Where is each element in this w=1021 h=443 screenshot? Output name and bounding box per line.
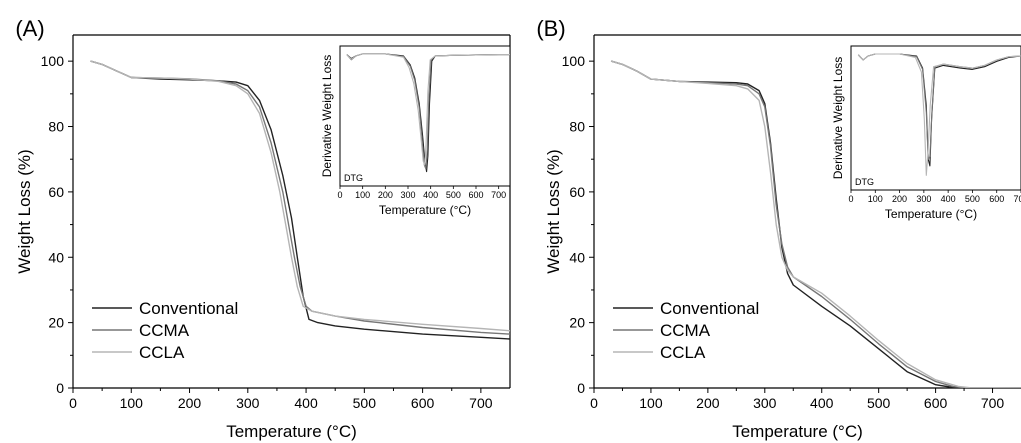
x-axis-title: Temperature (°C) [226,422,357,441]
inset-series-line-ccla [346,53,510,166]
x-tick-label: 200 [178,395,202,411]
x-tick-label: 300 [236,395,260,411]
y-tick-label: 100 [562,53,586,69]
inset-x-tick-label: 600 [468,190,483,200]
legend-label: CCMA [660,321,711,340]
y-axis-title: Weight Loss (%) [15,149,34,273]
x-tick-label: 600 [411,395,435,411]
series-lines [90,60,511,340]
dtg-inset: 0 100 200 300 400 500 600 700 DTG [337,45,511,200]
series-lines [610,60,1021,388]
x-axis-title: Temperature (°C) [732,422,863,441]
inset-x-tick-label: 300 [916,194,931,204]
y-tick-label: 60 [48,184,64,200]
x-tick-label: 700 [469,395,493,411]
inset-x-tick-label: 300 [400,190,415,200]
x-tick-label: 100 [639,395,663,411]
inset-x-tick-label: 400 [941,194,956,204]
inset-x-tick-label: 200 [892,194,907,204]
inset-x-axis-title: Temperature (°C) [885,207,977,221]
inset-x-tick-label: 200 [378,190,393,200]
x-tick-label: 100 [120,395,144,411]
inset-frame [850,45,1021,191]
panel-a: (A) 0 100 200 300 400 500 600 700 0 20 40 60 80 100 Tem… [15,16,511,441]
x-tick-label: 400 [294,395,318,411]
y-tick-label: 40 [569,249,585,265]
x-tick-label: 200 [696,395,720,411]
legend-label: Conventional [139,299,238,318]
panel-label: (B) [536,16,565,41]
legend-label: CCMA [139,321,190,340]
inset-dtg-tag: DTG [855,177,874,187]
y-tick-label: 100 [41,53,65,69]
x-tick-label: 500 [867,395,891,411]
y-tick-label: 40 [48,249,64,265]
inset-x-tick-label: 100 [868,194,883,204]
inset-x-tick-label: 100 [355,190,370,200]
inset-x-tick-label: 0 [848,194,853,204]
legend-label: CCLA [660,343,706,362]
legend-label: Conventional [660,299,759,318]
y-tick-label: 80 [569,119,585,135]
y-tick-label: 80 [48,119,64,135]
y-tick-label: 60 [569,184,585,200]
inset-x-axis-title: Temperature (°C) [379,203,471,217]
x-tick-label: 700 [981,395,1005,411]
inset-x-tick-label: 700 [1013,194,1021,204]
x-tick-label: 500 [353,395,377,411]
inset-x-tick-label: 600 [989,194,1004,204]
inset-series-line-ccla [857,53,1021,176]
x-tick-label: 300 [753,395,777,411]
panel-label: (A) [15,16,44,41]
inset-y-axis-title: Derivative Weight Loss [831,57,845,180]
panel-b: (B)0 100 200 300 400 500 600 700020406080100Tem… [536,16,1021,441]
x-tick-label: 400 [810,395,834,411]
x-tick-label: 0 [590,395,598,411]
y-axis-title: Weight Loss (%) [544,149,563,273]
series-line-ccla [90,60,511,332]
inset-x-tick-label: 0 [337,190,342,200]
x-tick-label: 0 [69,395,77,411]
inset-y-axis-title: Derivative Weight Loss [320,55,334,178]
legend-label: CCLA [139,343,185,362]
y-tick-label: 0 [56,380,64,396]
y-tick-label: 20 [48,315,64,331]
series-line-ccla [610,60,1021,388]
inset-dtg-tag: DTG [344,173,363,183]
y-tick-label: 20 [569,315,585,331]
inset-x-tick-label: 500 [446,190,461,200]
x-tick-label: 600 [924,395,948,411]
y-tick-label: 0 [577,380,585,396]
inset-x-tick-label: 700 [491,190,506,200]
inset-x-tick-label: 400 [423,190,438,200]
inset-x-tick-label: 500 [965,194,980,204]
dtg-inset: 0 100 200 300 400 500 600 700 DTG [848,45,1021,204]
